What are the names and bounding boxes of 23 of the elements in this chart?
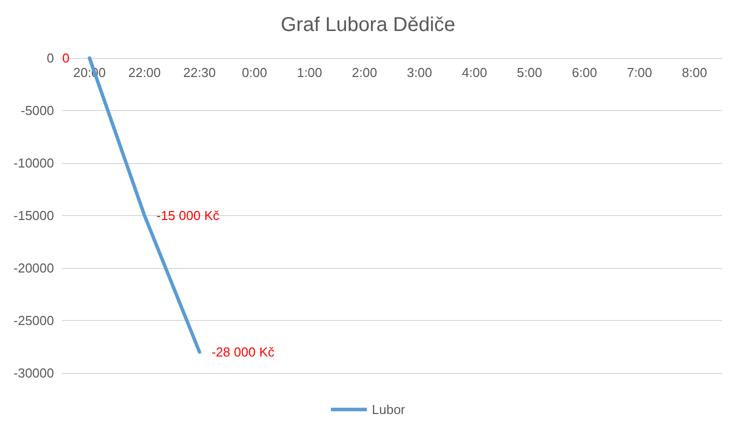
x-tick-label: 7:00 (626, 65, 652, 80)
x-tick-label: 1:00 (296, 65, 322, 80)
y-tick-label: -25000 (14, 313, 54, 328)
data-label: -15 000 Kč (156, 208, 220, 223)
x-tick-label: 22:30 (183, 65, 216, 80)
data-label: 0 (62, 50, 70, 66)
y-tick-label: -5000 (20, 103, 54, 118)
x-tick-label: 3:00 (406, 65, 432, 80)
data-label: -28 000 Kč (212, 344, 275, 360)
y-tick-label: -10000 (14, 156, 54, 170)
x-tick-label: 8:00 (682, 65, 708, 80)
y-tick-label: -20000 (14, 260, 54, 276)
x-tick-label: 5:00 (516, 65, 542, 80)
x-tick-label: 2:00 (352, 65, 378, 80)
y-tick-label: -15000 (14, 208, 54, 223)
y-tick-label: 0 (46, 50, 54, 66)
x-tick-label: 6:00 (572, 65, 598, 80)
y-tick-label: -30000 (14, 366, 54, 380)
chart-title: Graf Lubora Dědiče (280, 14, 456, 36)
x-tick-label: 22:00 (128, 65, 161, 80)
legend-label: Lubor (372, 402, 406, 417)
x-tick-label: 0:00 (242, 65, 268, 80)
x-tick-label: 4:00 (462, 65, 488, 80)
